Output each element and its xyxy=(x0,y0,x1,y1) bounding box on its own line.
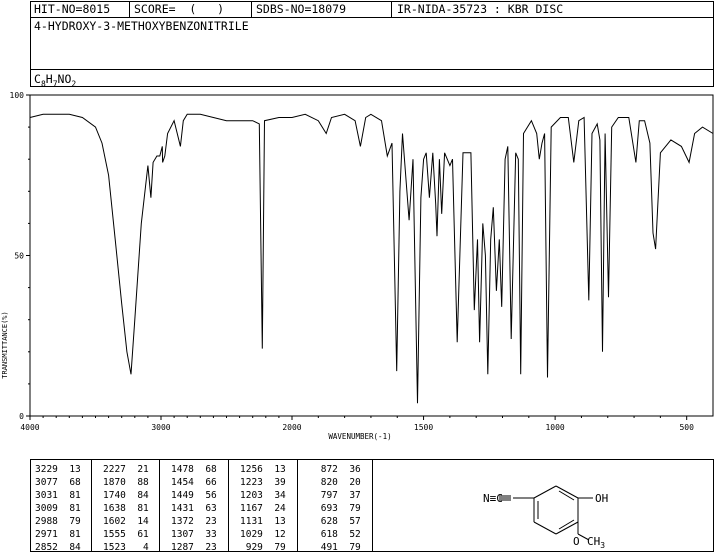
molecular-structure: N≡C OH O CH3 xyxy=(483,485,608,550)
peak-row: 1602 14 xyxy=(103,516,149,527)
compound-name: 4-HYDROXY-3-METHOXYBENZONITRILE xyxy=(34,19,249,33)
peak-row: 3031 81 xyxy=(35,490,81,501)
nitrile-label: N≡C xyxy=(483,492,503,505)
peak-row: 3009 81 xyxy=(35,503,81,514)
peak-row: 1478 68 xyxy=(171,464,217,475)
x-tick-label: 3000 xyxy=(151,423,170,432)
x-tick-label: 1500 xyxy=(414,423,433,432)
substituent-bonds xyxy=(499,495,593,541)
peak-row: 2227 21 xyxy=(103,464,149,475)
x-tick-label: 4000 xyxy=(20,423,39,432)
peak-column: 2227 21 1870 88 1740 84 1638 81 1602 14 1555 … xyxy=(103,463,149,554)
peak-row: 2988 79 xyxy=(35,516,81,527)
spectrum-series-line xyxy=(29,113,714,404)
peak-column: 1478 68 1454 66 1449 56 1431 63 1372 23 1307 … xyxy=(171,463,217,554)
peak-row: 1256 13 xyxy=(240,464,286,475)
y-axis-label: TRANSMITTANCE(%) xyxy=(1,311,9,378)
peak-column: 3229 13 3077 68 3031 81 3009 81 2988 79 2971 … xyxy=(35,463,81,554)
peak-row: 1454 66 xyxy=(171,477,217,488)
peak-row: 872 36 xyxy=(315,464,361,475)
ir-nida-code: IR-NIDA-35723 : KBR DISC xyxy=(397,2,564,16)
header-col-divider-1 xyxy=(129,2,130,17)
ir-spectrum-chart: 4000 3000 2000 1500 1000 500 0 50 100 WAVENUMBE… xyxy=(1,91,714,441)
x-axis-ticks: 4000 3000 2000 1500 1000 500 xyxy=(20,416,694,432)
peak-row: 929 79 xyxy=(240,542,286,553)
peak-col-divider-5 xyxy=(372,460,373,551)
methoxy-oxygen-label: O xyxy=(573,535,580,548)
peak-row: 1431 63 xyxy=(171,503,217,514)
y-tick-label: 0 xyxy=(19,412,24,421)
peak-col-divider-3 xyxy=(228,460,229,551)
peak-col-divider-2 xyxy=(159,460,160,551)
header-col-divider-3 xyxy=(391,2,392,17)
x-axis-label: WAVENUMBER(-1) xyxy=(328,432,391,441)
peak-row: 1740 84 xyxy=(103,490,149,501)
peak-row: 1449 56 xyxy=(171,490,217,501)
peak-row: 820 20 xyxy=(315,477,361,488)
peak-row: 797 37 xyxy=(315,490,361,501)
y-axis-ticks: 0 50 100 xyxy=(10,91,30,421)
header-col-divider-2 xyxy=(251,2,252,17)
score: SCORE= ( ) xyxy=(134,2,225,16)
peak-row: 1555 61 xyxy=(103,529,149,540)
y-tick-label: 100 xyxy=(10,91,25,100)
x-tick-label: 2000 xyxy=(282,423,301,432)
peak-row: 3077 68 xyxy=(35,477,81,488)
x-tick-label: 500 xyxy=(679,423,694,432)
peak-row: 1523 4 xyxy=(103,542,149,553)
peak-column: 1256 13 1223 39 1203 34 1167 24 1131 13 1029 … xyxy=(240,463,286,554)
x-tick-label: 1000 xyxy=(545,423,564,432)
peak-column: 872 36 820 20 797 37 693 79 628 57 618 5… xyxy=(315,463,361,554)
benzene-ring xyxy=(533,485,579,535)
peak-row: 1638 81 xyxy=(103,503,149,514)
peak-col-divider-4 xyxy=(297,460,298,551)
peak-row: 1223 39 xyxy=(240,477,286,488)
peak-row: 1870 88 xyxy=(103,477,149,488)
header-row-divider xyxy=(31,17,713,18)
plot-frame xyxy=(29,94,714,417)
sdbs-number: SDBS-NO=18079 xyxy=(256,2,347,16)
header-panel: HIT-NO=8015 SCORE= ( ) SDBS-NO=18079 IR-… xyxy=(30,1,714,89)
peak-row: 2971 81 xyxy=(35,529,81,540)
peak-row: 1167 24 xyxy=(240,503,286,514)
peak-table-panel: 3229 13 3077 68 3031 81 3009 81 2988 79 2971 … xyxy=(30,459,714,554)
peak-row: 1203 34 xyxy=(240,490,286,501)
peak-row: 491 79 xyxy=(315,542,361,553)
peak-row: 628 57 xyxy=(315,516,361,527)
methoxy-methyl-label: CH3 xyxy=(587,535,605,550)
peak-row: 693 79 xyxy=(315,503,361,514)
peak-row: 1029 12 xyxy=(240,529,286,540)
peak-row: 1131 13 xyxy=(240,516,286,527)
y-tick-label: 50 xyxy=(14,252,24,261)
hit-number: HIT-NO=8015 xyxy=(34,2,111,16)
peak-row: 1287 23 xyxy=(171,542,217,553)
header-formula-divider xyxy=(31,69,713,70)
molecular-formula: C8H7NO2 xyxy=(34,72,77,89)
hydroxy-label: OH xyxy=(595,492,608,505)
peak-row: 2852 84 xyxy=(35,542,81,553)
peak-row: 1372 23 xyxy=(171,516,217,527)
peak-col-divider-1 xyxy=(91,460,92,551)
peak-row: 3229 13 xyxy=(35,464,81,475)
peak-row: 618 52 xyxy=(315,529,361,540)
peak-row: 1307 33 xyxy=(171,529,217,540)
